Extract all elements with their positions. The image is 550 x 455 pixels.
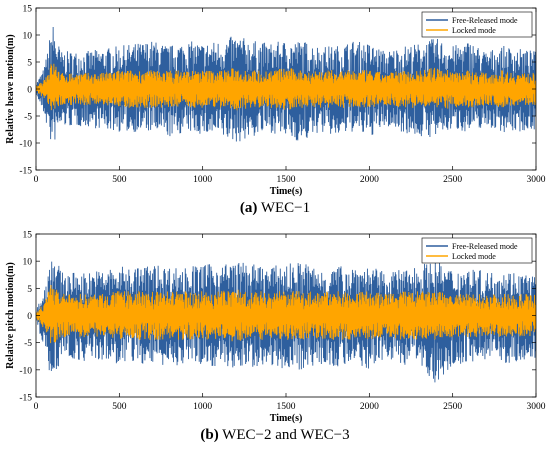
x-tick-label: 1500 xyxy=(277,175,296,185)
chart-heave: 0 500 1000 1500 2000 2500 3000 -15 -10 -5 0 5 10 15 Ti… xyxy=(5,5,546,198)
y-tick-label: 15 xyxy=(23,231,33,241)
legend-label-free-released: Free-Released mode xyxy=(452,16,518,25)
x-tick-label: 2500 xyxy=(443,175,462,185)
y-axis-label: Relative pitch motion(m) xyxy=(5,262,16,369)
y-tick-label: 5 xyxy=(27,59,32,69)
x-tick-label: 500 xyxy=(112,402,127,412)
caption-a-text: WEC−1 xyxy=(257,200,311,216)
y-tick-label: 0 xyxy=(27,86,32,96)
y-tick-label: 15 xyxy=(23,5,33,15)
y-axis-label: Relative heave motion(m) xyxy=(5,34,16,143)
y-tick-label: -5 xyxy=(24,113,32,123)
series-line-locked xyxy=(36,63,536,111)
y-tick-label: -15 xyxy=(19,167,32,177)
caption-b-letter: (b) xyxy=(200,427,219,443)
series-line-free-released xyxy=(36,261,536,383)
x-tick-label: 2000 xyxy=(360,402,379,412)
x-tick-label: 3000 xyxy=(527,402,546,412)
x-tick-label: 0 xyxy=(34,175,39,185)
y-tick-label: -5 xyxy=(24,339,32,349)
caption-a: (a) WEC−1 xyxy=(0,200,550,217)
x-tick-label: 1000 xyxy=(193,402,212,412)
caption-b: (b) WEC−2 and WEC−3 xyxy=(0,427,550,444)
legend-label-locked: Locked mode xyxy=(452,26,496,35)
x-axis-label: Time(s) xyxy=(270,413,303,424)
series-line-locked xyxy=(36,284,536,344)
y-tick-label: -15 xyxy=(19,394,32,404)
series-line-free-released xyxy=(36,26,536,142)
y-tick-label: 10 xyxy=(23,32,33,42)
x-tick-label: 1000 xyxy=(193,175,212,185)
x-tick-label: 2500 xyxy=(443,402,462,412)
legend-label-free-released: Free-Released mode xyxy=(452,242,518,251)
y-tick-label: 5 xyxy=(27,285,32,295)
y-tick-label: -10 xyxy=(19,366,32,376)
legend-box xyxy=(421,237,533,264)
x-tick-label: 500 xyxy=(112,175,127,185)
x-tick-label: 2000 xyxy=(360,175,379,185)
x-tick-label: 1500 xyxy=(277,402,296,412)
legend-label-locked: Locked mode xyxy=(452,252,496,261)
y-tick-label: 10 xyxy=(23,258,33,268)
chart-pitch: 0 500 1000 1500 2000 2500 3000 -15 -10 -5 0 5 10 15 Ti… xyxy=(5,231,546,425)
y-tick-label: -10 xyxy=(19,140,32,150)
caption-a-letter: (a) xyxy=(239,200,258,216)
caption-b-text: WEC−2 and WEC−3 xyxy=(218,427,350,443)
x-tick-label: 0 xyxy=(34,402,39,412)
x-tick-label: 3000 xyxy=(527,175,546,185)
y-tick-label: 0 xyxy=(27,312,32,322)
legend-box xyxy=(421,11,533,38)
x-axis-label: Time(s) xyxy=(270,186,303,197)
